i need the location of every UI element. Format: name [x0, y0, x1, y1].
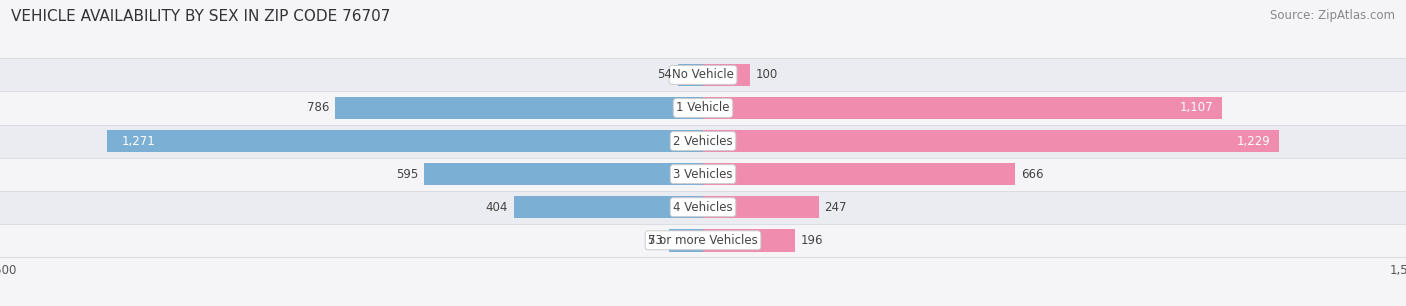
Text: 5 or more Vehicles: 5 or more Vehicles — [648, 234, 758, 247]
Text: VEHICLE AVAILABILITY BY SEX IN ZIP CODE 76707: VEHICLE AVAILABILITY BY SEX IN ZIP CODE … — [11, 9, 391, 24]
Bar — [0, 125, 1406, 158]
Bar — [703, 130, 1279, 152]
Bar — [703, 196, 818, 218]
Text: 595: 595 — [396, 168, 419, 181]
Bar — [107, 130, 703, 152]
Bar — [425, 163, 703, 185]
Bar — [0, 158, 1406, 191]
Text: 247: 247 — [824, 201, 846, 214]
Text: 1,229: 1,229 — [1237, 135, 1271, 147]
Text: 54: 54 — [657, 69, 672, 81]
Text: 196: 196 — [800, 234, 823, 247]
Text: 666: 666 — [1021, 168, 1043, 181]
Bar — [513, 196, 703, 218]
Bar — [335, 97, 703, 119]
Text: Source: ZipAtlas.com: Source: ZipAtlas.com — [1270, 9, 1395, 22]
Text: 1,271: 1,271 — [121, 135, 155, 147]
Text: 73: 73 — [648, 234, 664, 247]
Text: 3 Vehicles: 3 Vehicles — [673, 168, 733, 181]
Bar — [669, 229, 703, 252]
Bar — [703, 229, 794, 252]
Text: No Vehicle: No Vehicle — [672, 69, 734, 81]
Bar — [678, 64, 703, 86]
Bar — [703, 64, 749, 86]
Bar — [703, 97, 1222, 119]
Bar — [0, 58, 1406, 91]
Text: 4 Vehicles: 4 Vehicles — [673, 201, 733, 214]
Bar — [703, 163, 1015, 185]
Bar — [0, 224, 1406, 257]
Text: 1,107: 1,107 — [1180, 102, 1213, 114]
Text: 1 Vehicle: 1 Vehicle — [676, 102, 730, 114]
Text: 100: 100 — [755, 69, 778, 81]
Text: 2 Vehicles: 2 Vehicles — [673, 135, 733, 147]
Bar — [0, 91, 1406, 125]
Text: 404: 404 — [485, 201, 508, 214]
Bar — [0, 191, 1406, 224]
Text: 786: 786 — [307, 102, 329, 114]
